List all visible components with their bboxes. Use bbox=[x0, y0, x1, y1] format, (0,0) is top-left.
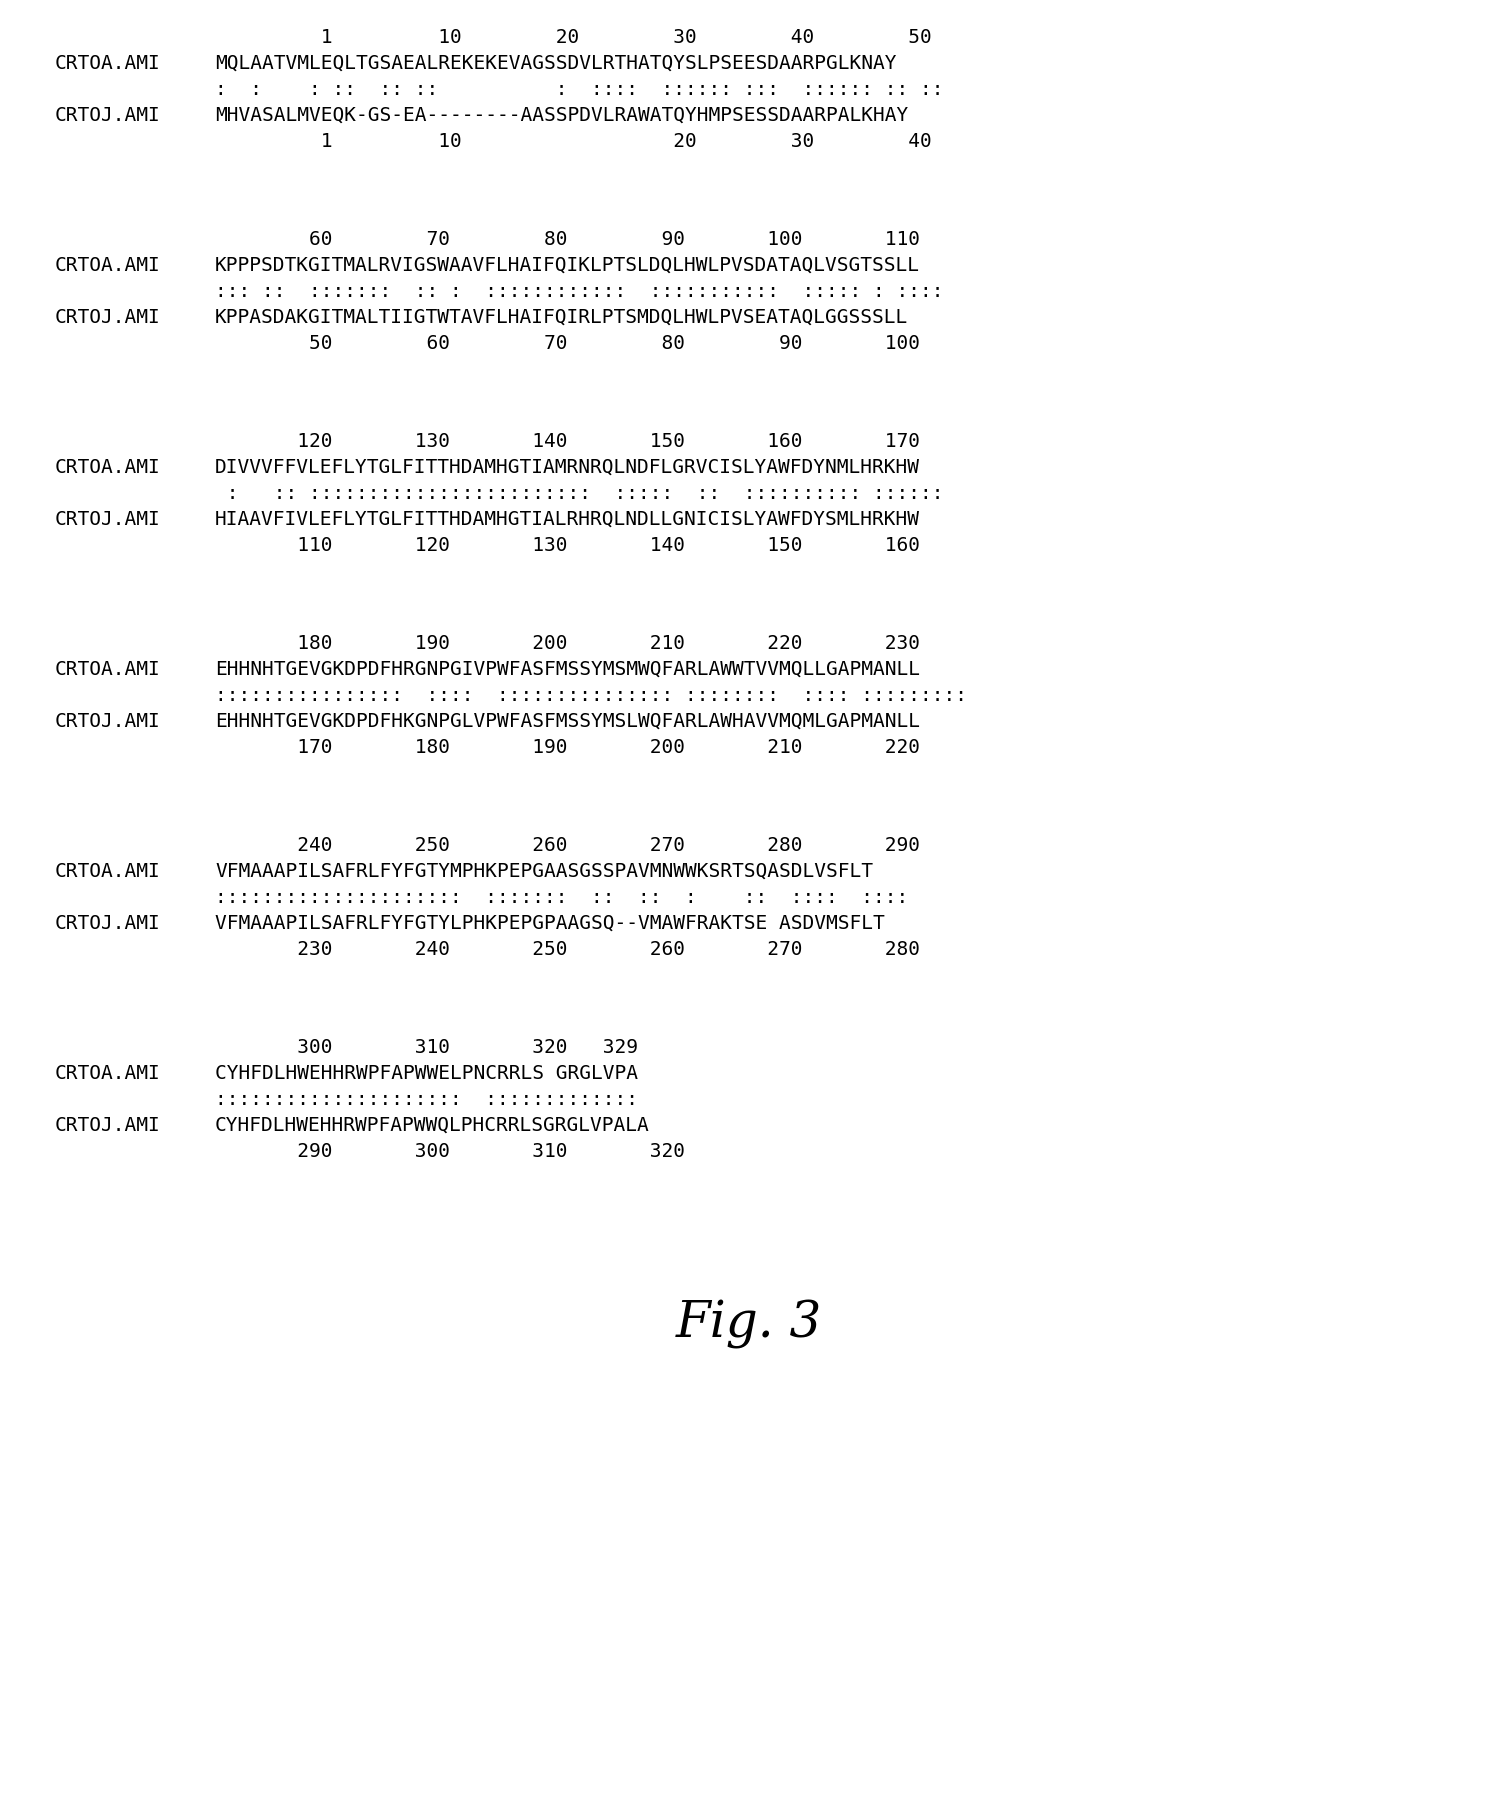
Text: CRTOJ.AMI: CRTOJ.AMI bbox=[55, 308, 160, 326]
Text: EHHNHTGEVGKDPDFHKGNPGLVPWFASFMSSYMSLWQFARLAWHAVVMQMLGAPMANLL: EHHNHTGEVGKDPDFHKGNPGLVPWFASFMSSYMSLWQFA… bbox=[216, 713, 921, 731]
Text: 50        60        70        80        90       100: 50 60 70 80 90 100 bbox=[216, 334, 921, 354]
Text: VFMAAAPILSAFRLFYFGTYLPHKPEPGPAAGSQ--VMAWFRAKTSE ASDVMSFLT: VFMAAAPILSAFRLFYFGTYLPHKPEPGPAAGSQ--VMAW… bbox=[216, 914, 885, 934]
Text: KPPASDAKGITMALTIIGTWTAVFLHAIFQIRLPTSMDQLHWLPVSEATAQLGGSSSLL: KPPASDAKGITMALTIIGTWTAVFLHAIFQIRLPTSMDQL… bbox=[216, 308, 909, 326]
Text: CYHFDLHWEHHRWPFAPWWQLPHCRRLSGRGLVPALA: CYHFDLHWEHHRWPFAPWWQLPHCRRLSGRGLVPALA bbox=[216, 1117, 650, 1135]
Text: CRTOA.AMI: CRTOA.AMI bbox=[55, 1064, 160, 1082]
Text: ::: ::  :::::::  :: :  ::::::::::::  :::::::::::  ::::: : ::::: ::: :: ::::::: :: : :::::::::::: :::::::… bbox=[216, 283, 943, 301]
Text: CYHFDLHWEHHRWPFAPWWELPNCRRLS GRGLVPA: CYHFDLHWEHHRWPFAPWWELPNCRRLS GRGLVPA bbox=[216, 1064, 638, 1082]
Text: 170       180       190       200       210       220: 170 180 190 200 210 220 bbox=[216, 738, 921, 758]
Text: Fig. 3: Fig. 3 bbox=[675, 1300, 822, 1349]
Text: :   :: ::::::::::::::::::::::::  :::::  ::  :::::::::: ::::::: : :: :::::::::::::::::::::::: ::::: :: :… bbox=[216, 484, 943, 502]
Text: 110       120       130       140       150       160: 110 120 130 140 150 160 bbox=[216, 537, 921, 555]
Text: 180       190       200       210       220       230: 180 190 200 210 220 230 bbox=[216, 635, 921, 653]
Text: MQLAATVMLEQLTGSAEALREKEKEVAGSSDVLRTHATQYSLPSEESDAARPGLKNAY: MQLAATVMLEQLTGSAEALREKEKEVAGSSDVLRTHATQY… bbox=[216, 54, 897, 73]
Text: 240       250       260       270       280       290: 240 250 260 270 280 290 bbox=[216, 836, 921, 856]
Text: ::::::::::::::::  ::::  ::::::::::::::: ::::::::  :::: :::::::::: :::::::::::::::: :::: ::::::::::::::: ::… bbox=[216, 685, 967, 705]
Text: DIVVVFFVLEFLYTGLFITTHDAMHGTIAMRNRQLNDFLGRVCISLYAWFDYNMLHRKHW: DIVVVFFVLEFLYTGLFITTHDAMHGTIAMRNRQLNDFLG… bbox=[216, 459, 921, 477]
Text: KPPPSDTKGITMALRVIGSWAAVFLHAIFQIKLPTSLDQLHWLPVSDATAQLVSGTSSLL: KPPPSDTKGITMALRVIGSWAAVFLHAIFQIKLPTSLDQL… bbox=[216, 256, 921, 276]
Text: 230       240       250       260       270       280: 230 240 250 260 270 280 bbox=[216, 939, 921, 959]
Text: 1         10                  20        30        40: 1 10 20 30 40 bbox=[216, 132, 931, 150]
Text: CRTOJ.AMI: CRTOJ.AMI bbox=[55, 105, 160, 125]
Text: 60        70        80        90       100       110: 60 70 80 90 100 110 bbox=[216, 230, 921, 248]
Text: VFMAAAPILSAFRLFYFGTYMPHKPEPGAASGSSPAVMNWWKSRTSQASDLVSFLT: VFMAAAPILSAFRLFYFGTYMPHKPEPGAASGSSPAVMNW… bbox=[216, 861, 873, 881]
Text: CRTOA.AMI: CRTOA.AMI bbox=[55, 660, 160, 680]
Text: 290       300       310       320: 290 300 310 320 bbox=[216, 1142, 686, 1160]
Text: HIAAVFIVLEFLYTGLFITTHDAMHGTIALRHRQLNDLLGNICISLYAWFDYSMLHRKHW: HIAAVFIVLEFLYTGLFITTHDAMHGTIALRHRQLNDLLG… bbox=[216, 509, 921, 529]
Text: CRTOJ.AMI: CRTOJ.AMI bbox=[55, 713, 160, 731]
Text: CRTOJ.AMI: CRTOJ.AMI bbox=[55, 509, 160, 529]
Text: EHHNHTGEVGKDPDFHRGNPGIVPWFASFMSSYMSMWQFARLAWWTVVMQLLGAPMANLL: EHHNHTGEVGKDPDFHRGNPGIVPWFASFMSSYMSMWQFA… bbox=[216, 660, 921, 680]
Text: CRTOA.AMI: CRTOA.AMI bbox=[55, 54, 160, 73]
Text: 120       130       140       150       160       170: 120 130 140 150 160 170 bbox=[216, 431, 921, 451]
Text: CRTOA.AMI: CRTOA.AMI bbox=[55, 256, 160, 276]
Text: CRTOA.AMI: CRTOA.AMI bbox=[55, 459, 160, 477]
Text: CRTOJ.AMI: CRTOJ.AMI bbox=[55, 914, 160, 934]
Text: CRTOJ.AMI: CRTOJ.AMI bbox=[55, 1117, 160, 1135]
Text: 1         10        20        30        40        50: 1 10 20 30 40 50 bbox=[216, 27, 931, 47]
Text: :::::::::::::::::::::  :::::::  ::  ::  :    ::  ::::  ::::: ::::::::::::::::::::: ::::::: :: :: : ::… bbox=[216, 888, 909, 906]
Text: 300       310       320   329: 300 310 320 329 bbox=[216, 1039, 638, 1057]
Text: :::::::::::::::::::::  :::::::::::::: ::::::::::::::::::::: ::::::::::::: bbox=[216, 1090, 638, 1110]
Text: MHVASALMVEQK-GS-EA--------AASSPDVLRAWATQYHMPSESSDAARPALKHAY: MHVASALMVEQK-GS-EA--------AASSPDVLRAWATQ… bbox=[216, 105, 909, 125]
Text: CRTOA.AMI: CRTOA.AMI bbox=[55, 861, 160, 881]
Text: :  :    : ::  :: ::          :  ::::  :::::: :::  :::::: :: ::: : : : :: :: :: : :::: :::::: ::: :::::: … bbox=[216, 80, 943, 100]
